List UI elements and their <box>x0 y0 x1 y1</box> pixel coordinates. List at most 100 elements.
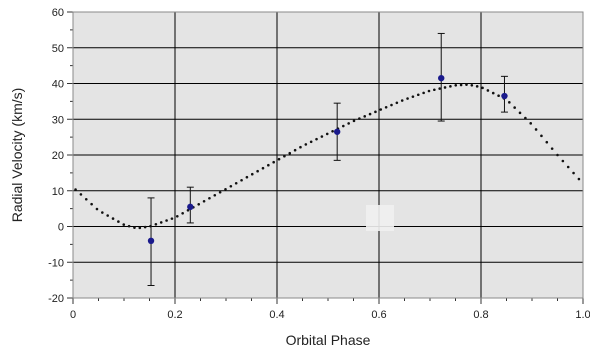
curve-dot <box>508 101 511 104</box>
curve-dot <box>170 217 174 220</box>
curve-dot <box>95 207 99 211</box>
curve-dot <box>304 143 308 146</box>
y-tick-label: -20 <box>48 293 64 305</box>
curve-dot <box>181 211 184 215</box>
axis-ticks <box>67 11 584 304</box>
x-tick-label: 0.6 <box>371 309 386 321</box>
data-points <box>147 74 508 244</box>
curve-dot <box>79 193 83 196</box>
curve-dot <box>406 97 409 100</box>
curve-dot <box>524 116 527 120</box>
curve-dot <box>368 112 372 116</box>
curve-dot <box>277 157 281 161</box>
curve-dot <box>288 151 292 155</box>
curve-dot <box>352 119 356 123</box>
y-tick-label: 10 <box>52 186 64 198</box>
curve-dot <box>320 135 324 138</box>
curve-dot <box>325 132 329 136</box>
data-point <box>438 74 445 82</box>
curve-dot <box>213 193 217 197</box>
curve-dot <box>111 217 115 220</box>
curve-dot <box>240 178 243 182</box>
curve-dot <box>143 225 147 229</box>
curve-dot <box>74 188 77 191</box>
curve-dot <box>561 159 565 163</box>
curve-dot <box>293 148 297 152</box>
curve-dot <box>384 106 388 109</box>
curve-dot <box>175 214 179 218</box>
curve-dot <box>342 124 345 128</box>
x-axis-label: Orbital Phase <box>286 332 371 348</box>
curve-dot <box>390 103 393 107</box>
curve-dot <box>127 224 131 228</box>
curve-dot <box>534 128 538 131</box>
y-tick-label: 0 <box>58 222 64 234</box>
curve-dot <box>256 169 259 173</box>
curve-dot <box>556 153 559 157</box>
grid-lines <box>73 12 583 298</box>
curve-dot <box>416 93 420 97</box>
curve-dot <box>411 95 415 98</box>
curve-dot <box>433 88 436 92</box>
curve-dot <box>513 106 516 109</box>
curve-dot <box>154 222 158 226</box>
x-tick-label: 0.4 <box>269 309 284 321</box>
data-point <box>501 92 508 100</box>
curve-dot <box>106 214 109 217</box>
curve-dot <box>202 199 206 203</box>
curve-dot <box>395 101 399 105</box>
curve-dot <box>486 89 490 92</box>
curve-dot <box>449 85 452 88</box>
curve-dot <box>224 187 227 191</box>
curve-dot <box>400 99 404 102</box>
y-tick-label: 40 <box>52 79 64 91</box>
curve-dot <box>84 197 88 201</box>
curve-dot <box>122 223 126 226</box>
curve-dot <box>443 86 447 89</box>
curve-dot <box>363 115 367 118</box>
curve-dot <box>577 177 581 181</box>
curve-dot <box>465 83 468 86</box>
curve-dot <box>299 145 302 149</box>
x-tick-label: 0.8 <box>473 309 488 321</box>
curve-dot <box>422 91 425 95</box>
curve-dot <box>518 111 522 115</box>
curve-dot <box>186 208 190 212</box>
curve-dot <box>379 108 383 111</box>
curve-dot <box>550 147 554 150</box>
curve-dot <box>347 122 350 125</box>
curve-dot <box>540 134 543 138</box>
curve-dot <box>315 137 318 141</box>
curve-dot <box>529 122 533 125</box>
curve-dot <box>197 202 201 206</box>
curve-dot <box>358 117 361 120</box>
curve-dot <box>309 140 313 144</box>
curve-dot <box>438 87 441 90</box>
curve-dot <box>261 166 265 170</box>
curve-dot <box>101 211 104 214</box>
curve-dot <box>475 85 479 88</box>
curve-dot <box>229 184 233 188</box>
curve-dot <box>470 83 474 87</box>
curve-dot <box>331 129 334 133</box>
curve-dot <box>245 175 249 179</box>
curve-dot <box>491 91 495 95</box>
curve-dot <box>117 220 120 223</box>
curve-dot <box>218 190 222 194</box>
curve-dot <box>234 181 238 185</box>
data-point <box>187 203 194 211</box>
curve-dot <box>90 202 93 206</box>
x-tick-label: 0.2 <box>167 309 182 321</box>
curve-dot <box>283 154 286 158</box>
x-tick-labels: 0 0.2 0.4 0.6 0.8 1.0 <box>70 309 590 321</box>
y-axis-label: Radial Velocity (km/s) <box>9 88 25 223</box>
y-tick-labels: -20 -10 0 10 20 30 40 50 60 <box>48 7 64 305</box>
plot-frame <box>72 11 584 299</box>
fitted-curve <box>74 83 581 230</box>
curve-dot <box>459 83 463 87</box>
curve-dot <box>481 86 484 90</box>
curve-dot <box>159 221 163 224</box>
y-tick-label: 20 <box>52 150 64 162</box>
curve-dot <box>497 94 500 98</box>
